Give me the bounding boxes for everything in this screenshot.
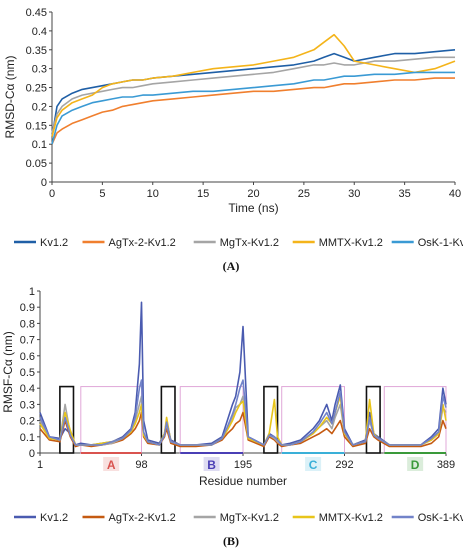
series-line <box>51 71 455 145</box>
x-tick-label: 35 <box>399 188 411 200</box>
y-tick-label: 0.4 <box>32 26 47 38</box>
legend-entry: MgTx-Kv1.2 <box>220 512 279 524</box>
x-axis-label: Residue number <box>199 474 287 488</box>
y-tick-label: 0.1 <box>20 432 35 444</box>
x-tick-label: 30 <box>348 188 360 200</box>
y-tick-label: 0.2 <box>20 416 35 428</box>
legend-entry: Kv1.2 <box>40 512 68 524</box>
y-tick-label: 0 <box>29 448 35 460</box>
y-tick-label: 0.5 <box>20 367 35 379</box>
x-tick-label: 5 <box>99 188 105 200</box>
y-tick-label: 0.2 <box>32 101 47 113</box>
region-label: D <box>411 458 420 472</box>
legend-rmsf: Kv1.2 AgTx-2-Kv1.2 MgTx-Kv1.2 MMTX-Kv1.2 OsK… <box>14 512 463 524</box>
x-tick-label: 0 <box>49 188 55 200</box>
x-tick-label: 25 <box>298 188 310 200</box>
y-tick-label: 0.4 <box>20 383 35 395</box>
y-tick-label: 0.15 <box>26 120 47 132</box>
x-tick-label: 292 <box>335 459 353 471</box>
region-label-bg <box>305 457 322 471</box>
x-tick-label: 40 <box>449 188 461 200</box>
series-line <box>51 33 456 137</box>
panel-label-b: (B) <box>223 534 239 548</box>
x-tick-label: 15 <box>197 188 209 200</box>
y-tick-label: 0.6 <box>20 351 35 363</box>
x-tick-label: 20 <box>247 188 259 200</box>
region-label-bg <box>203 457 220 471</box>
legend-rmsd: Kv1.2 AgTx-2-Kv1.2 MgTx-Kv1.2 MMTX-Kv1.2 OsK… <box>14 237 463 249</box>
panel-label-a: (A) <box>223 259 240 273</box>
y-tick-label: 0.3 <box>32 64 47 76</box>
y-tick-label: 0.25 <box>26 83 47 95</box>
y-tick-label: 0.1 <box>32 139 47 151</box>
y-tick-label: 0.3 <box>20 399 35 411</box>
y-tick-label: 0.8 <box>20 318 35 330</box>
series-line <box>51 56 455 134</box>
x-tick-label: 1 <box>37 459 43 471</box>
legend-entry: Kv1.2 <box>40 237 68 249</box>
region-label: A <box>107 458 116 472</box>
highlight-box <box>160 385 176 454</box>
y-tick-label: 0.45 <box>26 7 47 19</box>
y-tick-label: 1 <box>29 286 35 298</box>
legend-entry: OsK-1-Kv1.2 <box>418 512 463 524</box>
y-tick-label: 0.7 <box>20 335 35 347</box>
y-tick-label: 0.35 <box>26 45 47 57</box>
y-axis-label: RMSD-Cα (nm) <box>3 56 17 139</box>
legend-entry: MMTX-Kv1.2 <box>319 512 383 524</box>
series-line <box>39 379 447 446</box>
y-tick-label: 0.9 <box>20 302 35 314</box>
legend-entry: OsK-1-Kv1.2 <box>418 237 463 249</box>
chart-rmsf: 0 0.1 0.2 0.3 0.4 0.5 0.6 0.7 0.8 0.9 1 1 98 195 292 38… <box>1 286 455 488</box>
region-label-bg <box>103 457 120 471</box>
legend-entry: MMTX-Kv1.2 <box>319 237 383 249</box>
y-tick-label: 0 <box>41 177 47 189</box>
region-label-bg <box>407 457 424 471</box>
region-label: C <box>309 458 318 472</box>
y-tick-label: 0.05 <box>26 158 47 170</box>
x-tick-label: 10 <box>147 188 159 200</box>
chart-rmsd: 0 0.05 0.1 0.15 0.2 0.25 0.3 0.35 0.4 0.45 0 5 10 15 2… <box>3 7 461 215</box>
legend-entry: AgTx-2-Kv1.2 <box>109 237 176 249</box>
y-axis-label: RMSF-Cα (nm) <box>1 331 15 413</box>
region-label: B <box>207 458 216 472</box>
region-box <box>383 386 447 454</box>
highlight-box <box>59 385 75 454</box>
x-tick-label: 389 <box>437 459 455 471</box>
x-tick-label: 195 <box>234 459 252 471</box>
x-axis-label: Time (ns) <box>228 201 278 215</box>
x-tick-label: 98 <box>135 459 147 471</box>
highlight-box <box>263 385 279 454</box>
highlight-box <box>365 385 381 454</box>
series-line <box>51 49 456 137</box>
legend-entry: MgTx-Kv1.2 <box>220 237 279 249</box>
series-line <box>51 77 455 145</box>
legend-entry: AgTx-2-Kv1.2 <box>109 512 176 524</box>
